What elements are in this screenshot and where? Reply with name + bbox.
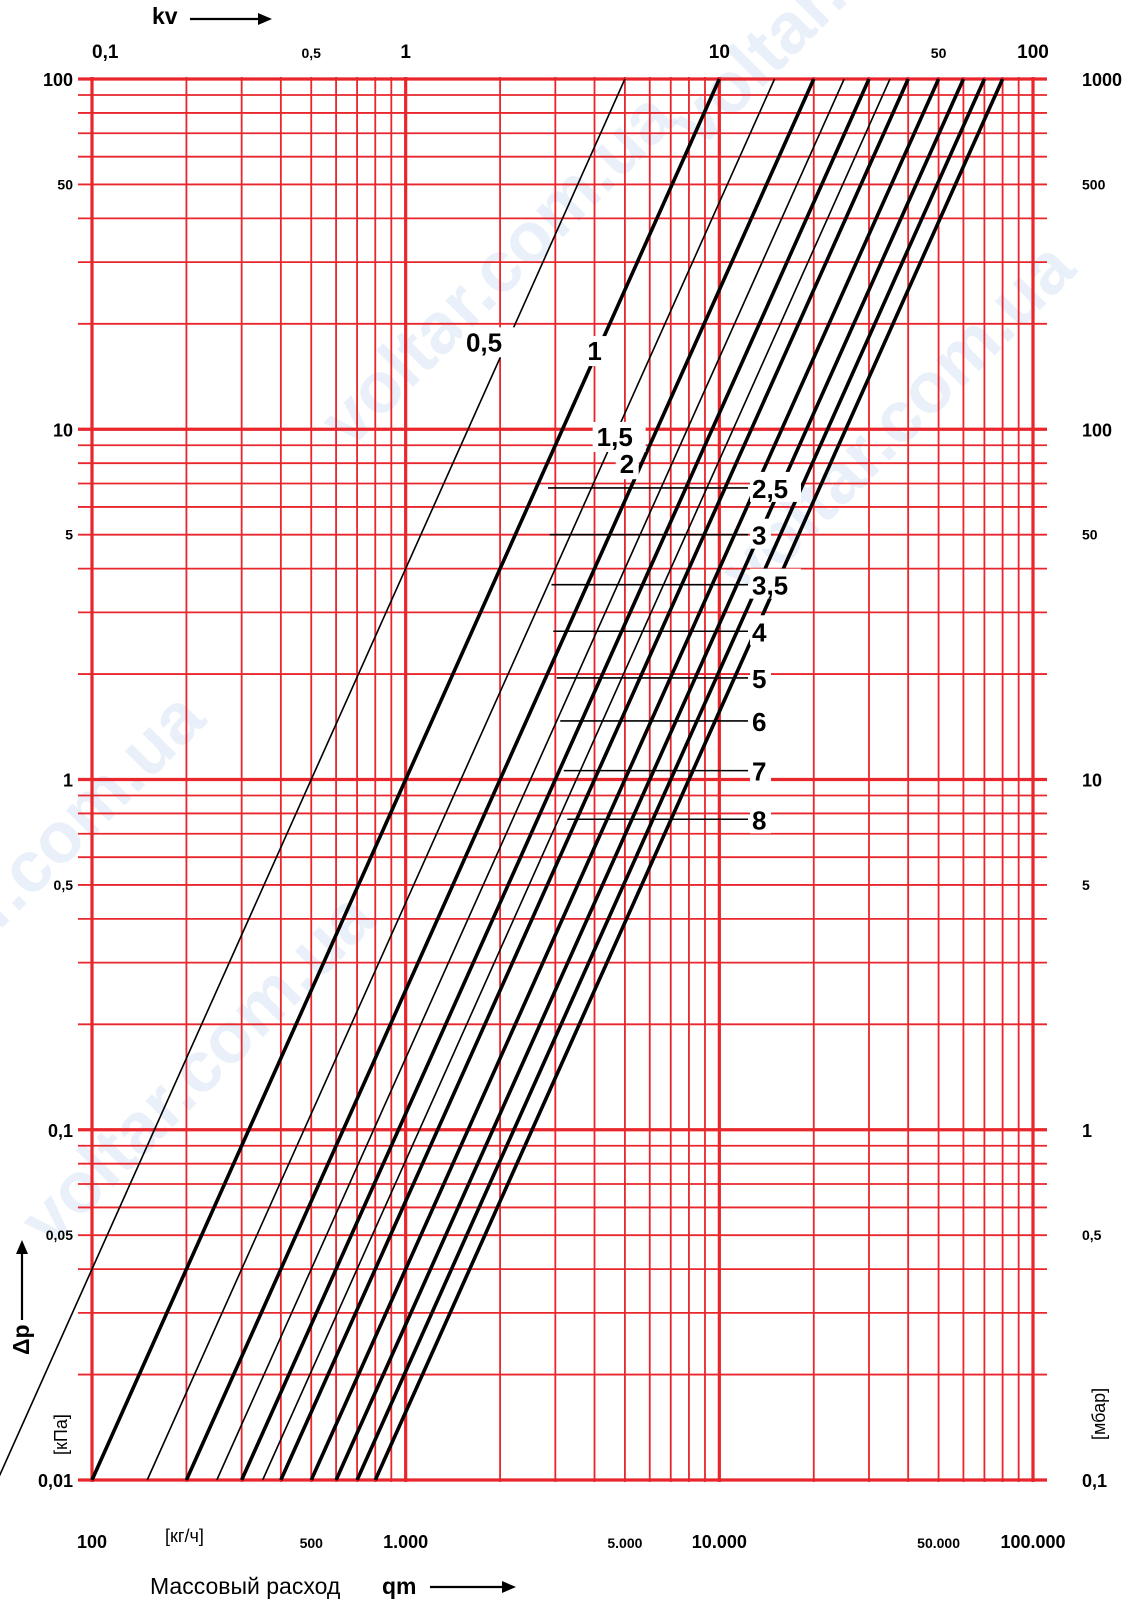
series-label-bg (750, 518, 771, 549)
bottom-axis-tick-label: 100 (77, 1532, 107, 1552)
series-line-kv-7 (355, 78, 987, 1481)
bottom-axis-title: Массовый расход (150, 1573, 341, 1599)
left-axis-tick-label: 50 (57, 176, 73, 192)
top-axis-tick-label: 1 (400, 42, 411, 63)
series-label-bg (615, 449, 639, 480)
right-axis-tick-label: 50 (1082, 527, 1098, 543)
left-axis-tick-label: 0,05 (46, 1227, 73, 1243)
left-axis-tick-label: 1 (63, 771, 73, 791)
series-label-kv-8: 8 (752, 805, 766, 835)
series-label-kv-1: 1 (587, 336, 601, 366)
series-label-bg (583, 336, 607, 367)
series-line-kv-0-5 (0, 78, 626, 1477)
right-axis-tick-label: 1 (1082, 1121, 1092, 1141)
series-label-bg (750, 803, 771, 834)
series-line-kv-3-5 (261, 78, 891, 1481)
series-label-kv-6: 6 (752, 707, 766, 737)
top-axis-tick-label: 0,5 (302, 45, 322, 61)
bottom-axis-tick-label: 100.000 (1000, 1532, 1065, 1552)
bottom-axis-tick-label: 50.000 (917, 1535, 960, 1551)
series-label-bg (750, 754, 771, 785)
bottom-axis-tick-label: 500 (300, 1535, 324, 1551)
series-label-bg (750, 568, 801, 599)
series-label-kv-1-5: 1,5 (597, 422, 633, 452)
left-axis-tick-label: 0,1 (48, 1121, 73, 1141)
series-label-bg (592, 421, 646, 452)
left-axis-unit: [кПа] (51, 1414, 71, 1455)
series-line-kv-1 (90, 78, 721, 1481)
series-label-kv-7: 7 (752, 757, 766, 787)
series-line-kv-2 (184, 78, 816, 1481)
right-axis-unit: [мбар] (1089, 1388, 1109, 1440)
top-axis-tick-label: 10 (709, 42, 730, 63)
right-axis-tick-label: 100 (1082, 420, 1112, 440)
top-axis-title: kv (152, 3, 178, 29)
series-label-bg (750, 615, 771, 646)
series-label-kv-0-5: 0,5 (466, 327, 502, 357)
bottom-axis-tick-label: 5.000 (607, 1535, 642, 1551)
series-label-kv-3-5: 3,5 (752, 571, 788, 601)
series-line-kv-8 (373, 78, 1005, 1481)
series-label-kv-3: 3 (752, 521, 766, 551)
watermark-text: voltar.com.ua (5, 876, 390, 1261)
top-axis-tick-label: 50 (931, 45, 947, 61)
series-line-kv-6 (334, 78, 966, 1481)
series-line-kv-3 (240, 78, 871, 1481)
right-axis-tick-label: 500 (1082, 176, 1106, 192)
top-axis-arrow-head (258, 13, 272, 25)
bottom-axis-tick-label: 1.000 (383, 1532, 428, 1552)
left-axis-title: Δp (8, 1324, 34, 1355)
series-leaders (548, 487, 748, 821)
series-label-bg (750, 704, 771, 735)
bottom-axis-unit: [кг/ч] (165, 1526, 204, 1546)
left-axis-tick-label: 10 (53, 420, 73, 440)
right-axis-tick-label: 0,1 (1082, 1471, 1107, 1491)
series-line-kv-2-5 (216, 78, 845, 1481)
series-line-kv-4 (279, 78, 910, 1481)
right-axis-tick-label: 5 (1082, 877, 1090, 893)
left-axis-tick-label: 5 (65, 527, 73, 543)
bottom-axis-arrow-head (502, 1581, 516, 1593)
series-lines (0, 78, 1005, 1481)
series-label-kv-4: 4 (752, 617, 767, 647)
grid (78, 77, 1047, 1482)
left-axis-tick-label: 0,01 (38, 1471, 73, 1491)
right-axis-tick-label: 0,5 (1082, 1227, 1102, 1243)
right-axis-tick-label: 1000 (1082, 70, 1122, 90)
right-axis-tick-label: 10 (1082, 771, 1102, 791)
bottom-axis-title-bold: qm (382, 1573, 417, 1599)
left-axis-arrow-head (16, 1240, 28, 1254)
left-axis-tick-label: 100 (43, 70, 73, 90)
top-axis-tick-label: 0,1 (92, 42, 119, 63)
left-axis-tick-label: 0,5 (54, 877, 74, 893)
labels: 0,5 1 1,52 2,5 3 3,5 4 5 6 7 8 0,1 0,5 1 10 50 100 kv 100 5… (8, 3, 1122, 1599)
series-label-kv-5: 5 (752, 664, 766, 694)
series-label-bg (461, 327, 515, 358)
series-label-bg (750, 471, 801, 502)
series-label-kv-2: 2 (620, 449, 634, 479)
series-label-kv-2-5: 2,5 (752, 474, 788, 504)
top-axis-tick-label: 100 (1017, 42, 1049, 63)
bottom-axis-tick-label: 10.000 (692, 1532, 747, 1552)
series-label-bg (750, 661, 771, 692)
series-line-kv-1-5 (146, 78, 776, 1481)
series-line-kv-5 (309, 78, 941, 1481)
